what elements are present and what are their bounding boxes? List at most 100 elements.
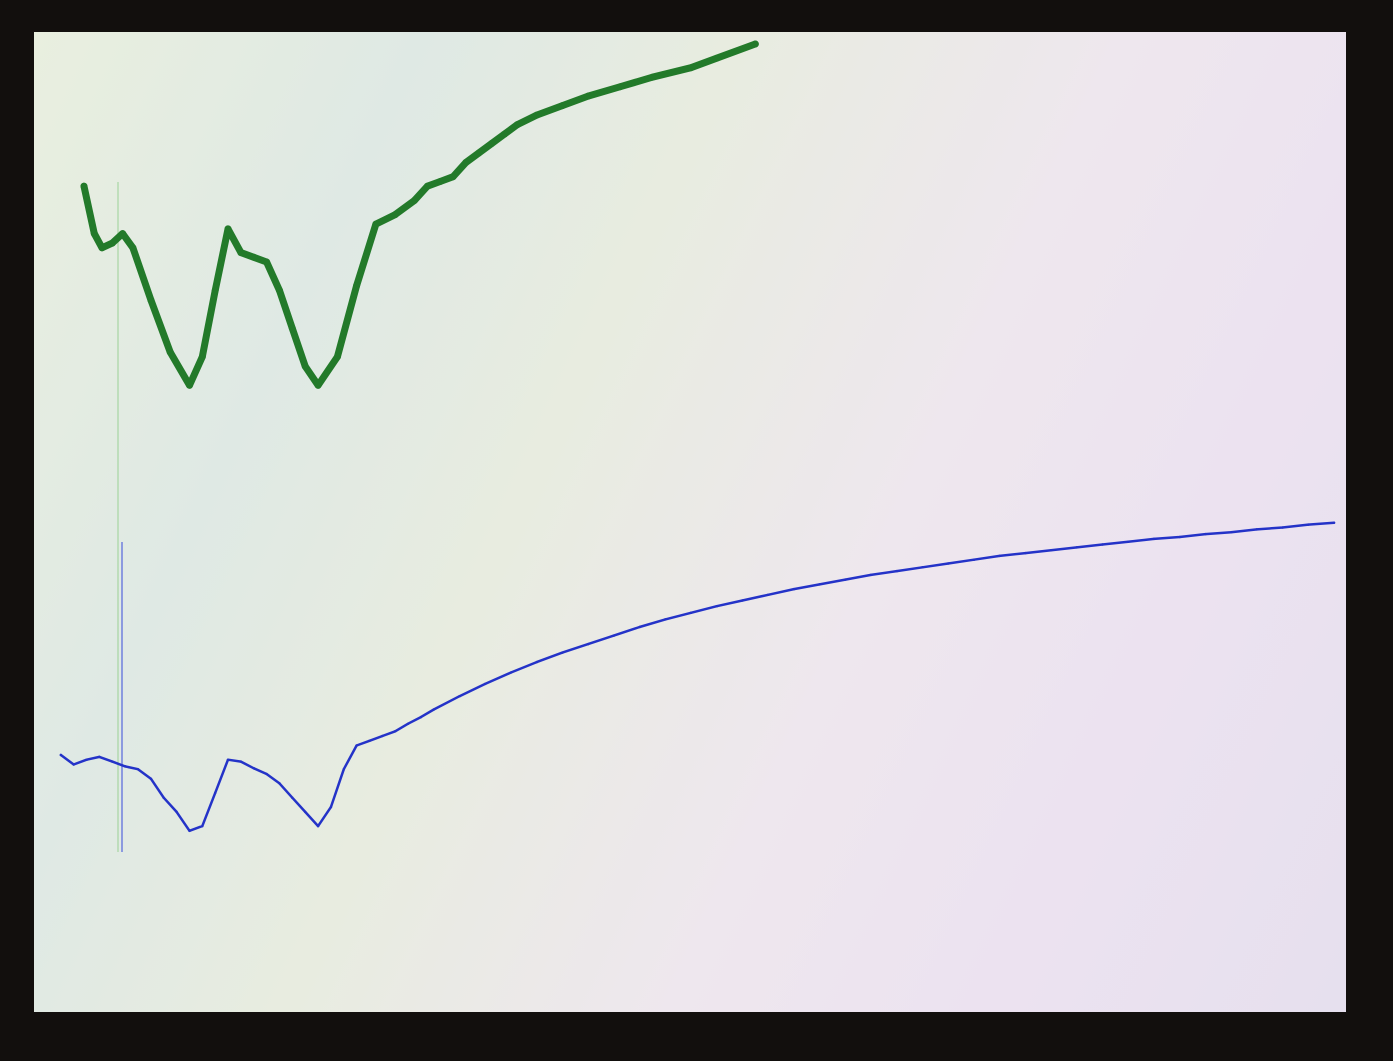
series-2-point xyxy=(226,758,230,761)
series-2-point xyxy=(483,682,487,686)
series-1-point xyxy=(198,353,206,361)
series-2-point xyxy=(291,796,294,799)
series-2-point xyxy=(612,634,616,637)
series-2-point xyxy=(1152,537,1156,541)
series-2-point xyxy=(792,587,796,591)
series-2-point xyxy=(85,758,88,761)
series-1-point xyxy=(372,220,380,228)
series-2-point xyxy=(921,566,924,569)
series-2-point xyxy=(741,599,744,602)
series-2-point xyxy=(59,753,63,757)
series-2-point xyxy=(1307,523,1310,526)
series-2-point xyxy=(1126,540,1130,543)
series-1-point xyxy=(314,381,322,389)
series-2-point xyxy=(1075,546,1079,549)
series-2 xyxy=(59,521,1336,833)
series-1-point xyxy=(462,159,470,166)
series-2-point xyxy=(111,760,114,763)
series-1-point xyxy=(250,253,258,261)
series-2-point xyxy=(175,810,178,814)
series-2-point xyxy=(895,569,899,573)
series-1-point xyxy=(423,182,431,190)
series-2-point xyxy=(818,583,821,586)
series-1-point xyxy=(80,182,88,190)
series-1-point xyxy=(501,130,508,138)
series-2-point xyxy=(252,767,256,770)
series-2-point xyxy=(393,730,397,733)
series-2-point xyxy=(1229,530,1233,534)
series-1-point xyxy=(475,149,483,157)
series-2-point xyxy=(72,763,75,766)
series-1-point xyxy=(616,83,624,91)
series-2-line xyxy=(59,521,1336,833)
series-2-point xyxy=(458,694,461,698)
series-1-point xyxy=(333,353,341,361)
series-1-point xyxy=(224,225,232,233)
series-2-point xyxy=(329,805,333,809)
display-screen xyxy=(34,32,1346,1012)
series-2-point xyxy=(1178,535,1181,539)
series-2-point xyxy=(162,796,165,799)
series-2-point xyxy=(123,765,127,768)
series-2-point xyxy=(766,593,770,597)
series-2-point xyxy=(406,722,410,725)
series-2-point xyxy=(1281,526,1284,529)
series-2-point xyxy=(213,791,217,795)
series-2-point xyxy=(998,554,1001,558)
series-2-point xyxy=(188,829,191,833)
series-1-point xyxy=(108,239,116,247)
series-1-point xyxy=(488,140,496,147)
series-2-point xyxy=(689,611,693,615)
series-1-point xyxy=(301,362,309,370)
series-2-point xyxy=(972,558,976,561)
series-2-point xyxy=(1024,551,1027,555)
series-2-point xyxy=(1255,528,1259,531)
series-2-point xyxy=(1049,548,1053,552)
series-2-point xyxy=(201,824,204,828)
series-2-point xyxy=(149,777,153,780)
series-1-point xyxy=(353,282,361,290)
series-1-point xyxy=(449,173,457,181)
series-1-point xyxy=(186,381,193,389)
series-2-point xyxy=(368,739,371,743)
series-1-point xyxy=(436,178,444,185)
series-2-point xyxy=(1101,543,1104,546)
series-2-point xyxy=(561,651,564,654)
series-1-point xyxy=(687,64,695,72)
series-1-point xyxy=(90,230,98,238)
series-2-point xyxy=(1204,532,1207,536)
series-2-point xyxy=(265,772,268,776)
series-2-point xyxy=(355,744,358,747)
series-2-point xyxy=(136,767,140,771)
series-2-point xyxy=(316,824,320,828)
series-1-point xyxy=(276,287,283,294)
series-1-point xyxy=(237,249,245,257)
series-1-point xyxy=(211,287,219,294)
series-1-point xyxy=(713,54,721,62)
series-2-point xyxy=(381,734,384,738)
series-2-point xyxy=(638,625,641,629)
series-1 xyxy=(80,40,759,389)
series-2-point xyxy=(303,810,307,814)
series-2-point xyxy=(342,767,346,771)
series-1-point xyxy=(288,324,296,332)
series-2-point xyxy=(278,782,281,785)
series-2-point xyxy=(419,715,423,719)
line-chart xyxy=(59,40,1336,852)
series-1-point xyxy=(129,244,137,252)
series-1-point xyxy=(751,40,759,48)
series-1-point xyxy=(391,211,399,219)
series-2-point xyxy=(664,618,667,621)
series-1-point xyxy=(558,102,566,110)
series-1-point xyxy=(166,348,174,356)
series-2-point xyxy=(432,708,436,711)
series-2-point xyxy=(844,578,847,581)
series-2-point xyxy=(586,642,590,646)
series-1-point xyxy=(648,73,656,81)
series-2-point xyxy=(946,562,950,565)
series-1-point xyxy=(411,196,418,204)
series-2-point xyxy=(715,604,718,608)
series-1-point xyxy=(147,296,155,304)
series-2-point xyxy=(869,573,873,577)
series-1-point xyxy=(98,244,106,252)
